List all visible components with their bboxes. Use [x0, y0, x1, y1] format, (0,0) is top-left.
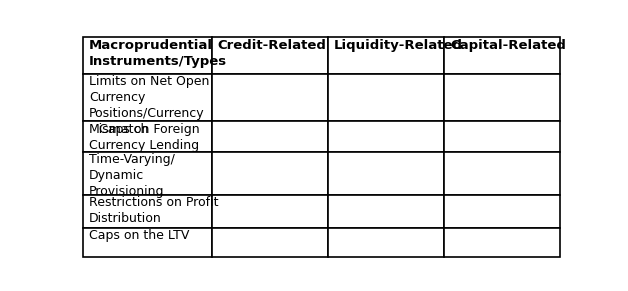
Bar — [212, 37, 328, 74]
Bar — [328, 228, 444, 257]
Text: Time-Varying/
Dynamic
Provisioning: Time-Varying/ Dynamic Provisioning — [89, 153, 175, 198]
Text: Liquidity-Related: Liquidity-Related — [333, 38, 463, 52]
Text: Restrictions on Profit
Distribution: Restrictions on Profit Distribution — [89, 196, 219, 226]
Bar — [212, 74, 328, 121]
Bar — [444, 195, 560, 228]
Bar — [84, 74, 212, 121]
Bar — [84, 152, 212, 195]
Bar — [328, 37, 444, 74]
Bar — [212, 195, 328, 228]
Bar — [444, 228, 560, 257]
Text: Limits on Net Open
Currency
Positions/Currency
Mismatch: Limits on Net Open Currency Positions/Cu… — [89, 75, 210, 136]
Text: Credit-Related: Credit-Related — [217, 38, 326, 52]
Bar — [444, 37, 560, 74]
Bar — [328, 195, 444, 228]
Bar — [444, 121, 560, 152]
Bar — [328, 74, 444, 121]
Bar — [84, 121, 212, 152]
Text: Capital-Related: Capital-Related — [450, 38, 566, 52]
Bar — [212, 228, 328, 257]
Bar — [212, 152, 328, 195]
Text: Macroprudential
Instruments/Types: Macroprudential Instruments/Types — [89, 38, 227, 68]
Bar — [212, 121, 328, 152]
Bar — [328, 152, 444, 195]
Text: Caps on the LTV: Caps on the LTV — [89, 229, 190, 242]
Text: Caps on Foreign
Currency Lending: Caps on Foreign Currency Lending — [89, 123, 199, 152]
Bar — [328, 121, 444, 152]
Bar — [444, 152, 560, 195]
Bar — [84, 195, 212, 228]
Bar — [444, 74, 560, 121]
Bar — [84, 37, 212, 74]
Bar — [84, 228, 212, 257]
